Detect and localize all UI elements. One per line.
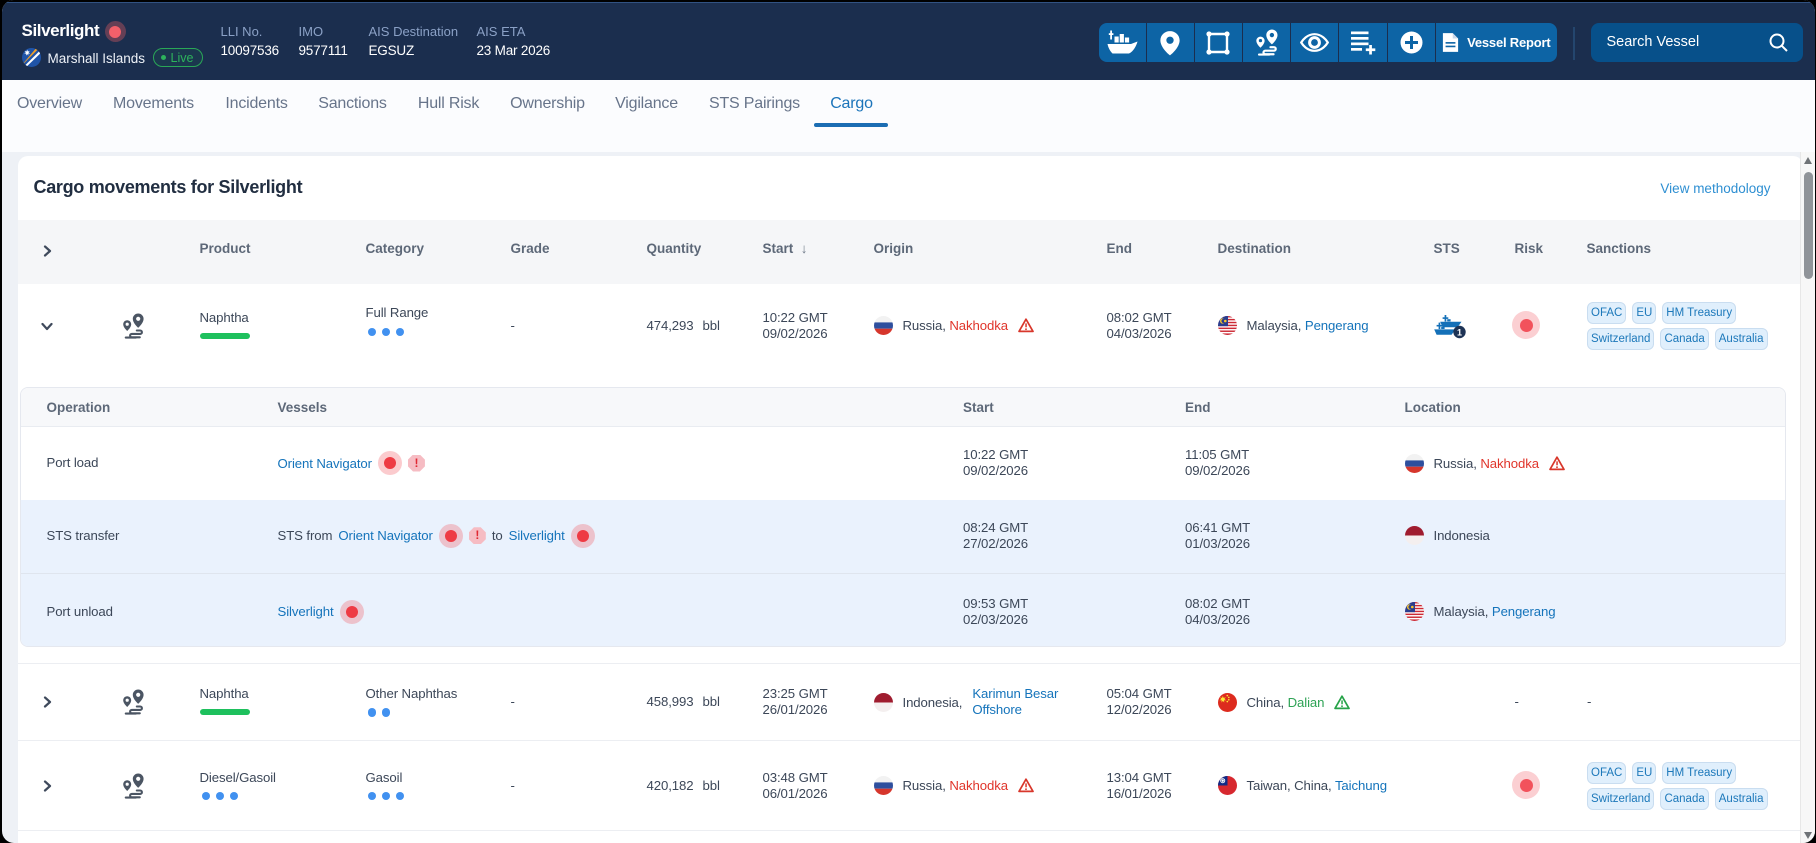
svg-text:1: 1 [1456, 327, 1461, 337]
